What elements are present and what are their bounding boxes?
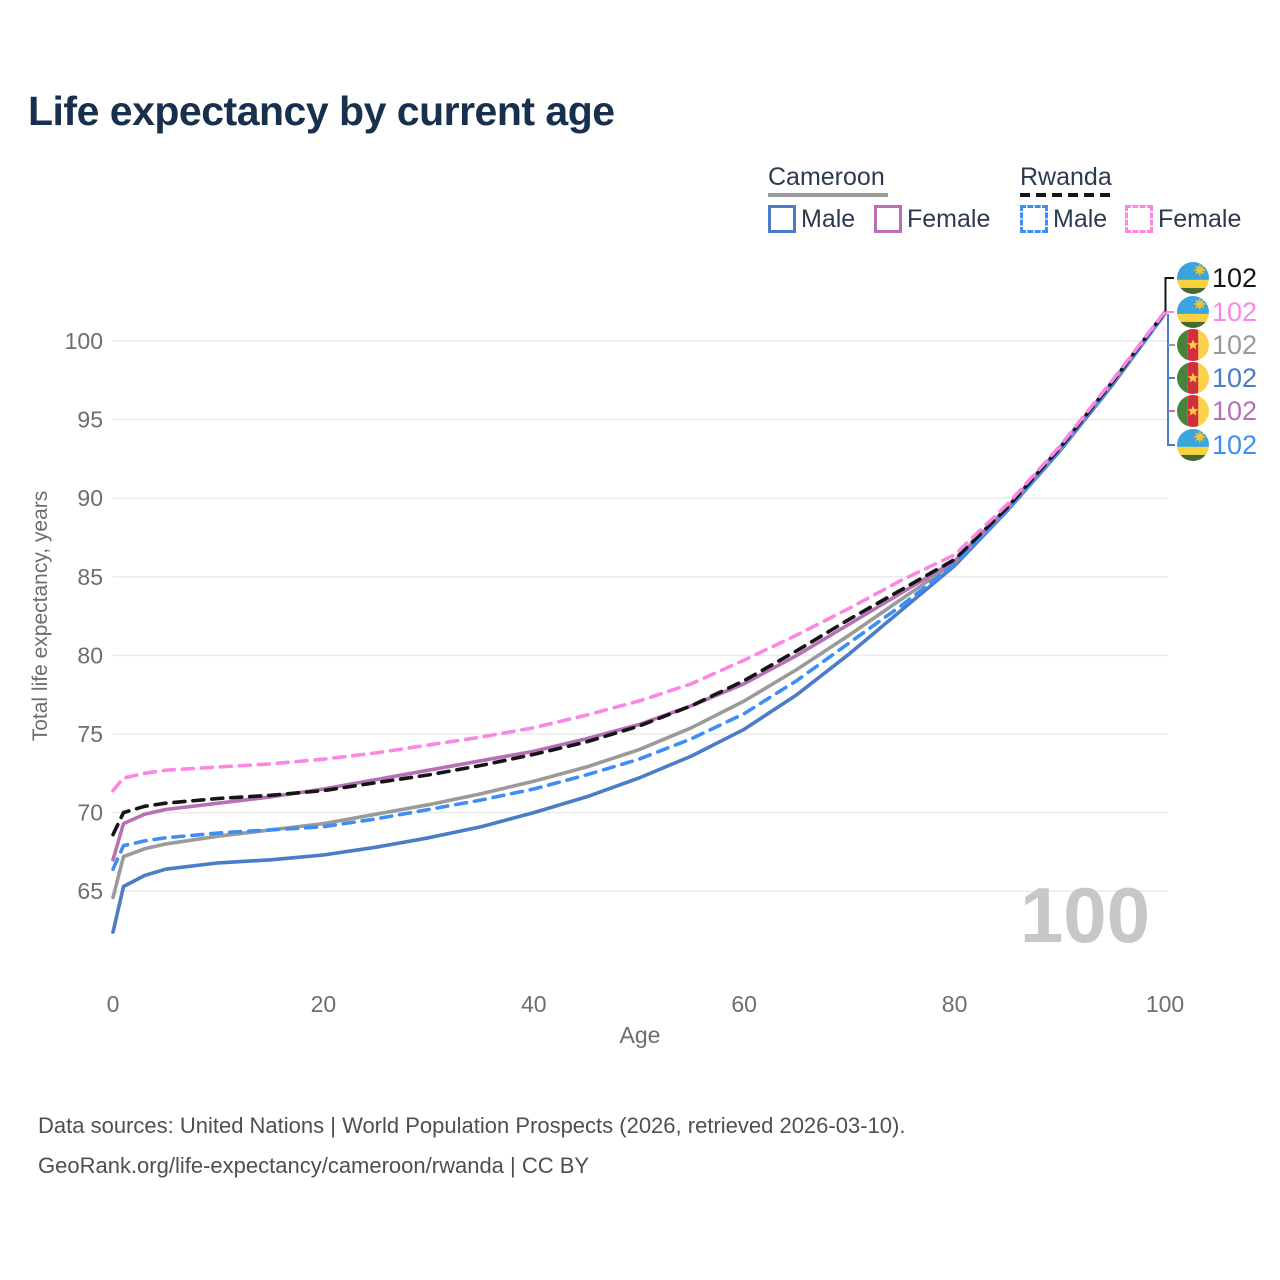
legend-swatch-rwanda-male[interactable] [1020,205,1048,233]
series-line-rwanda-female[interactable] [111,309,1167,793]
rwanda-flag-icon [1177,262,1209,294]
legend-underline-rwanda [1020,193,1112,197]
y-tick-100: 100 [65,328,103,354]
rwanda-flag-icon [1177,429,1209,461]
leader-rwanda-overall [1164,277,1174,312]
end-value-rwanda-female: 102 [1212,297,1257,327]
footer: Data sources: United Nations | World Pop… [38,1106,905,1186]
leader-bracket [1167,314,1175,446]
legend-label-rwanda-male[interactable]: Male [1053,205,1108,233]
y-tick-70: 70 [77,800,103,826]
end-value-cameroon-overall: 102 [1212,330,1257,360]
y-tick-95: 95 [77,407,103,433]
legend-swatch-cameroon-male[interactable] [768,205,796,233]
y-tick-90: 90 [77,485,103,511]
x-axis-title: Age [620,1022,661,1048]
rwanda-flag-icon [1177,296,1209,328]
cameroon-flag-icon [1177,362,1209,394]
age-counter-watermark: 100 [1020,871,1150,959]
cameroon-flag-icon [1177,395,1209,427]
attribution-line: GeoRank.org/life-expectancy/cameroon/rwa… [38,1153,590,1178]
legend-underline-cameroon [768,193,888,197]
y-tick-85: 85 [77,564,103,590]
series-line-cameroon-male[interactable] [111,311,1167,934]
line-chart: 65 70 75 80 85 90 95 100 0 20 40 60 80 100 Age Total li… [29,262,1257,1048]
end-value-rwanda-male: 102 [1212,430,1257,460]
legend-swatch-rwanda-female[interactable] [1125,205,1153,233]
legend-swatch-cameroon-female[interactable] [874,205,902,233]
end-value-rwanda-overall: 102 [1212,263,1257,293]
x-tick-100: 100 [1146,991,1184,1017]
legend-label-cameroon-male[interactable]: Male [801,205,856,233]
end-value-cameroon-male: 102 [1212,363,1257,393]
x-tick-40: 40 [521,991,547,1017]
legend-label-cameroon-female[interactable]: Female [907,205,991,233]
data-sources-line: Data sources: United Nations | World Pop… [38,1113,906,1138]
legend-group-cameroon[interactable]: Cameroon [768,163,885,191]
y-axis-title: Total life expectancy, years [29,491,52,742]
x-tick-80: 80 [942,991,968,1017]
x-tick-0: 0 [107,991,120,1017]
page-title: Life expectancy by current age [28,88,615,134]
series-line-rwanda-male[interactable] [111,312,1167,872]
x-tick-20: 20 [311,991,337,1017]
end-value-cameroon-female: 102 [1212,396,1257,426]
legend-label-rwanda-female[interactable]: Female [1158,205,1242,233]
x-tick-60: 60 [731,991,757,1017]
legend-group-rwanda[interactable]: Rwanda [1020,163,1112,191]
y-tick-80: 80 [77,642,103,668]
series-line-cameroon-overall[interactable] [111,311,1167,900]
series-line-rwanda-overall[interactable] [111,310,1167,837]
y-tick-75: 75 [77,721,103,747]
y-tick-65: 65 [77,878,103,904]
cameroon-flag-icon [1177,329,1209,361]
